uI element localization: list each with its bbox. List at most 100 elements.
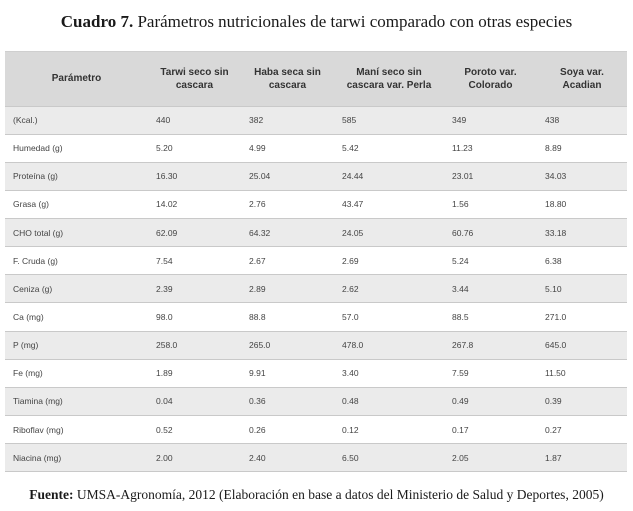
source-note: Fuente: UMSA-Agronomía, 2012 (Elaboració… xyxy=(0,487,633,503)
parameter-cell: Riboflav (mg) xyxy=(5,416,148,444)
value-cell: 64.32 xyxy=(241,219,334,247)
value-cell: 349 xyxy=(444,106,537,134)
table-row: Ca (mg) 98.0 88.8 57.0 88.5 271.0 xyxy=(5,303,627,331)
parameter-cell: Fe (mg) xyxy=(5,359,148,387)
value-cell: 43.47 xyxy=(334,190,444,218)
value-cell: 18.80 xyxy=(537,190,627,218)
value-cell: 0.48 xyxy=(334,387,444,415)
value-cell: 3.40 xyxy=(334,359,444,387)
value-cell: 1.56 xyxy=(444,190,537,218)
source-text: UMSA-Agronomía, 2012 (Elaboración en bas… xyxy=(77,487,604,502)
value-cell: 5.42 xyxy=(334,134,444,162)
value-cell: 2.67 xyxy=(241,247,334,275)
value-cell: 585 xyxy=(334,106,444,134)
value-cell: 2.69 xyxy=(334,247,444,275)
value-cell: 88.5 xyxy=(444,303,537,331)
table-row: Ceniza (g) 2.39 2.89 2.62 3.44 5.10 xyxy=(5,275,627,303)
value-cell: 645.0 xyxy=(537,331,627,359)
header-poroto: Poroto var. Colorado xyxy=(444,52,537,106)
parameter-cell: P (mg) xyxy=(5,331,148,359)
value-cell: 11.23 xyxy=(444,134,537,162)
parameter-cell: (Kcal.) xyxy=(5,106,148,134)
value-cell: 0.17 xyxy=(444,416,537,444)
value-cell: 6.50 xyxy=(334,444,444,472)
parameter-cell: Tiamina (mg) xyxy=(5,387,148,415)
value-cell: 11.50 xyxy=(537,359,627,387)
value-cell: 440 xyxy=(148,106,241,134)
parameter-cell: Ceniza (g) xyxy=(5,275,148,303)
value-cell: 62.09 xyxy=(148,219,241,247)
table-caption: Cuadro 7. Parámetros nutricionales de ta… xyxy=(0,12,633,32)
header-haba: Haba seca sin cascara xyxy=(241,52,334,106)
value-cell: 3.44 xyxy=(444,275,537,303)
value-cell: 438 xyxy=(537,106,627,134)
value-cell: 5.24 xyxy=(444,247,537,275)
value-cell: 16.30 xyxy=(148,162,241,190)
value-cell: 267.8 xyxy=(444,331,537,359)
value-cell: 23.01 xyxy=(444,162,537,190)
value-cell: 5.10 xyxy=(537,275,627,303)
value-cell: 33.18 xyxy=(537,219,627,247)
table-row: P (mg) 258.0 265.0 478.0 267.8 645.0 xyxy=(5,331,627,359)
table-row: Proteína (g) 16.30 25.04 24.44 23.01 34.03 xyxy=(5,162,627,190)
parameter-cell: Proteína (g) xyxy=(5,162,148,190)
table-row: F. Cruda (g) 7.54 2.67 2.69 5.24 6.38 xyxy=(5,247,627,275)
value-cell: 0.52 xyxy=(148,416,241,444)
header-tarwi: Tarwi seco sin cascara xyxy=(148,52,241,106)
table-row: Tiamina (mg) 0.04 0.36 0.48 0.49 0.39 xyxy=(5,387,627,415)
value-cell: 382 xyxy=(241,106,334,134)
value-cell: 258.0 xyxy=(148,331,241,359)
table-header-row: Parámetro Tarwi seco sin cascara Haba se… xyxy=(5,52,627,106)
table-row: Fe (mg) 1.89 9.91 3.40 7.59 11.50 xyxy=(5,359,627,387)
value-cell: 2.89 xyxy=(241,275,334,303)
nutrition-table: Parámetro Tarwi seco sin cascara Haba se… xyxy=(5,52,627,472)
value-cell: 7.54 xyxy=(148,247,241,275)
parameter-cell: Ca (mg) xyxy=(5,303,148,331)
value-cell: 478.0 xyxy=(334,331,444,359)
header-soya: Soya var. Acadian xyxy=(537,52,627,106)
table-row: Niacina (mg) 2.00 2.40 6.50 2.05 1.87 xyxy=(5,444,627,472)
value-cell: 5.20 xyxy=(148,134,241,162)
value-cell: 2.39 xyxy=(148,275,241,303)
value-cell: 265.0 xyxy=(241,331,334,359)
value-cell: 24.05 xyxy=(334,219,444,247)
value-cell: 1.89 xyxy=(148,359,241,387)
value-cell: 2.05 xyxy=(444,444,537,472)
parameter-cell: CHO total (g) xyxy=(5,219,148,247)
value-cell: 34.03 xyxy=(537,162,627,190)
value-cell: 98.0 xyxy=(148,303,241,331)
parameter-cell: Humedad (g) xyxy=(5,134,148,162)
caption-text: Parámetros nutricionales de tarwi compar… xyxy=(137,12,572,31)
value-cell: 0.26 xyxy=(241,416,334,444)
value-cell: 6.38 xyxy=(537,247,627,275)
value-cell: 0.27 xyxy=(537,416,627,444)
table-row: CHO total (g) 62.09 64.32 24.05 60.76 33.18 xyxy=(5,219,627,247)
value-cell: 271.0 xyxy=(537,303,627,331)
header-mani: Maní seco sin cascara var. Perla xyxy=(334,52,444,106)
caption-label: Cuadro 7. xyxy=(61,12,133,31)
table-row: Grasa (g) 14.02 2.76 43.47 1.56 18.80 xyxy=(5,190,627,218)
table-body: (Kcal.) 440 382 585 349 438 Humedad (g) 5.20 4.9… xyxy=(5,106,627,472)
value-cell: 9.91 xyxy=(241,359,334,387)
value-cell: 2.40 xyxy=(241,444,334,472)
value-cell: 88.8 xyxy=(241,303,334,331)
value-cell: 14.02 xyxy=(148,190,241,218)
table-row: (Kcal.) 440 382 585 349 438 xyxy=(5,106,627,134)
value-cell: 2.76 xyxy=(241,190,334,218)
parameter-cell: Niacina (mg) xyxy=(5,444,148,472)
value-cell: 0.12 xyxy=(334,416,444,444)
value-cell: 57.0 xyxy=(334,303,444,331)
value-cell: 2.00 xyxy=(148,444,241,472)
table-row: Humedad (g) 5.20 4.99 5.42 11.23 8.89 xyxy=(5,134,627,162)
parameter-cell: F. Cruda (g) xyxy=(5,247,148,275)
header-parametro: Parámetro xyxy=(5,52,148,106)
nutrition-table-container: Parámetro Tarwi seco sin cascara Haba se… xyxy=(5,51,627,472)
value-cell: 7.59 xyxy=(444,359,537,387)
value-cell: 24.44 xyxy=(334,162,444,190)
value-cell: 2.62 xyxy=(334,275,444,303)
value-cell: 1.87 xyxy=(537,444,627,472)
value-cell: 60.76 xyxy=(444,219,537,247)
value-cell: 25.04 xyxy=(241,162,334,190)
value-cell: 0.49 xyxy=(444,387,537,415)
value-cell: 0.04 xyxy=(148,387,241,415)
